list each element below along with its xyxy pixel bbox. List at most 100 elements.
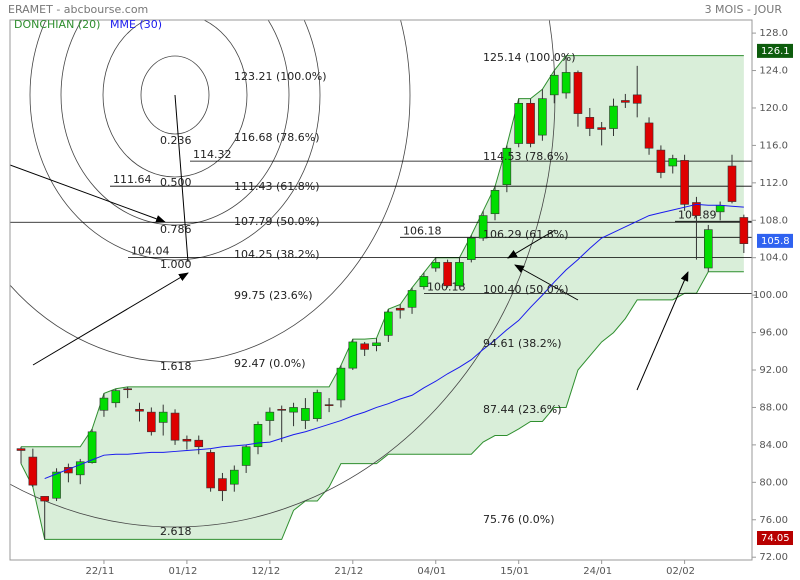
candle-body	[40, 496, 50, 502]
candle-body	[75, 461, 85, 476]
y-tick-label: 84.00	[759, 440, 788, 451]
candle-body	[16, 448, 26, 451]
candle-body	[644, 122, 654, 149]
candle-body	[407, 290, 417, 308]
fib-annotation: 106.29 (61.8%)	[483, 228, 569, 241]
candle-body	[87, 431, 97, 463]
price-label: 126.1	[761, 46, 790, 57]
fib-annotation: 104.25 (38.2%)	[234, 248, 320, 261]
y-tick-label: 88.00	[759, 402, 788, 413]
price-label: 74.05	[761, 533, 790, 544]
fib-annotation: 125.14 (100.0%)	[483, 51, 576, 64]
x-tick-label: 12/12	[251, 566, 280, 577]
x-tick-label: 02/02	[666, 566, 695, 577]
candle-body	[609, 105, 618, 129]
level-label: 114.32	[193, 148, 232, 161]
donchian-upper	[21, 55, 744, 448]
fib-annotation: 1.000	[160, 258, 192, 271]
fib-annotation: 123.21 (100.0%)	[234, 70, 327, 83]
band-layer	[20, 55, 744, 540]
candle-body	[514, 102, 524, 144]
x-tick-label: 15/01	[500, 566, 529, 577]
candle-body	[230, 469, 239, 485]
candle-body	[395, 307, 405, 311]
candle-body	[526, 102, 535, 144]
candle-body	[265, 411, 275, 421]
candle-body	[668, 158, 678, 167]
candle-body	[538, 98, 547, 136]
period: 3 MOIS - JOUR	[705, 3, 783, 16]
candle-body	[680, 160, 689, 205]
overlay-layer: 123.21 (100.0%) 116.68 (78.6%) 111.43 (61.…	[44, 51, 744, 538]
level-label: 111.64	[113, 173, 152, 186]
fib-annotation: 2.618	[160, 525, 192, 538]
candle-body	[715, 205, 725, 213]
y-tick-label: 76.00	[759, 515, 788, 526]
candle-body	[384, 311, 393, 336]
price-label-box	[757, 233, 793, 248]
candle-body	[692, 202, 701, 216]
candle-body	[28, 456, 38, 486]
y-tick-label: 96.00	[759, 328, 788, 339]
y-tick-label: 116.0	[759, 140, 788, 151]
candle-body	[277, 409, 287, 411]
candle-body	[336, 367, 346, 401]
candle-body	[727, 165, 737, 202]
y-tick-label: 72.00	[759, 552, 788, 563]
candle-body	[52, 471, 61, 499]
x-tick-label: 04/01	[417, 566, 446, 577]
level-label: 106.18	[403, 224, 442, 237]
fib-annotation: 0.500	[160, 176, 192, 189]
x-tick-label: 24/01	[583, 566, 612, 577]
candle-body	[431, 262, 441, 269]
candle-body	[301, 408, 310, 421]
candle-body	[455, 262, 464, 287]
candle-body	[466, 237, 476, 260]
fib-annotation: 0.236	[160, 134, 192, 147]
candle-body	[312, 392, 322, 419]
candle-body	[502, 147, 512, 186]
candle-body	[703, 229, 713, 269]
candle-body	[158, 411, 168, 423]
level-label: 104.04	[131, 244, 170, 257]
candle-body	[147, 411, 156, 433]
candle-body	[194, 439, 204, 448]
candle-body	[182, 438, 192, 442]
fib-annotation: 92.47 (0.0%)	[234, 357, 306, 370]
mme-line	[44, 203, 744, 480]
candle-body	[64, 467, 73, 474]
candle-body	[99, 397, 109, 411]
candle-body	[289, 407, 298, 413]
candle-body	[621, 100, 630, 103]
candle-body	[241, 446, 251, 466]
fib-annotation: 94.61 (38.2%)	[483, 337, 562, 350]
fib-annotation: 100.40 (50.0%)	[483, 283, 569, 296]
candle-body	[549, 74, 559, 96]
candle-body	[573, 72, 583, 114]
fib-annotation: 111.43 (61.8%)	[234, 180, 320, 193]
fib-annotation: 75.76 (0.0%)	[483, 513, 555, 526]
candle-body	[656, 149, 666, 173]
chart-title: ERAMET - abcbourse.com	[8, 3, 148, 16]
y-tick-label: 120.0	[759, 103, 788, 114]
candles-layer	[16, 55, 749, 540]
candle-body	[253, 423, 263, 448]
x-tick-label: 22/11	[86, 566, 115, 577]
candle-body	[478, 215, 488, 239]
candle-body	[123, 388, 132, 391]
candle-body	[348, 341, 358, 369]
donchian-area	[21, 55, 744, 540]
y-tick-label: 80.00	[759, 477, 788, 488]
y-tick-label: 128.0	[759, 28, 788, 39]
candle-body	[490, 190, 500, 215]
candle-body	[561, 72, 571, 94]
donchian-lower	[20, 271, 744, 540]
candle-body	[585, 117, 595, 129]
x-tick-label: 21/12	[334, 566, 363, 577]
y-tick-label: 108.0	[759, 215, 788, 226]
candle-body	[111, 390, 121, 404]
y-tick-label: 92.00	[759, 365, 788, 376]
fib-annotation: 107.79 (50.0%)	[234, 215, 320, 228]
legend-entry: DONCHIAN (20)	[14, 18, 100, 31]
